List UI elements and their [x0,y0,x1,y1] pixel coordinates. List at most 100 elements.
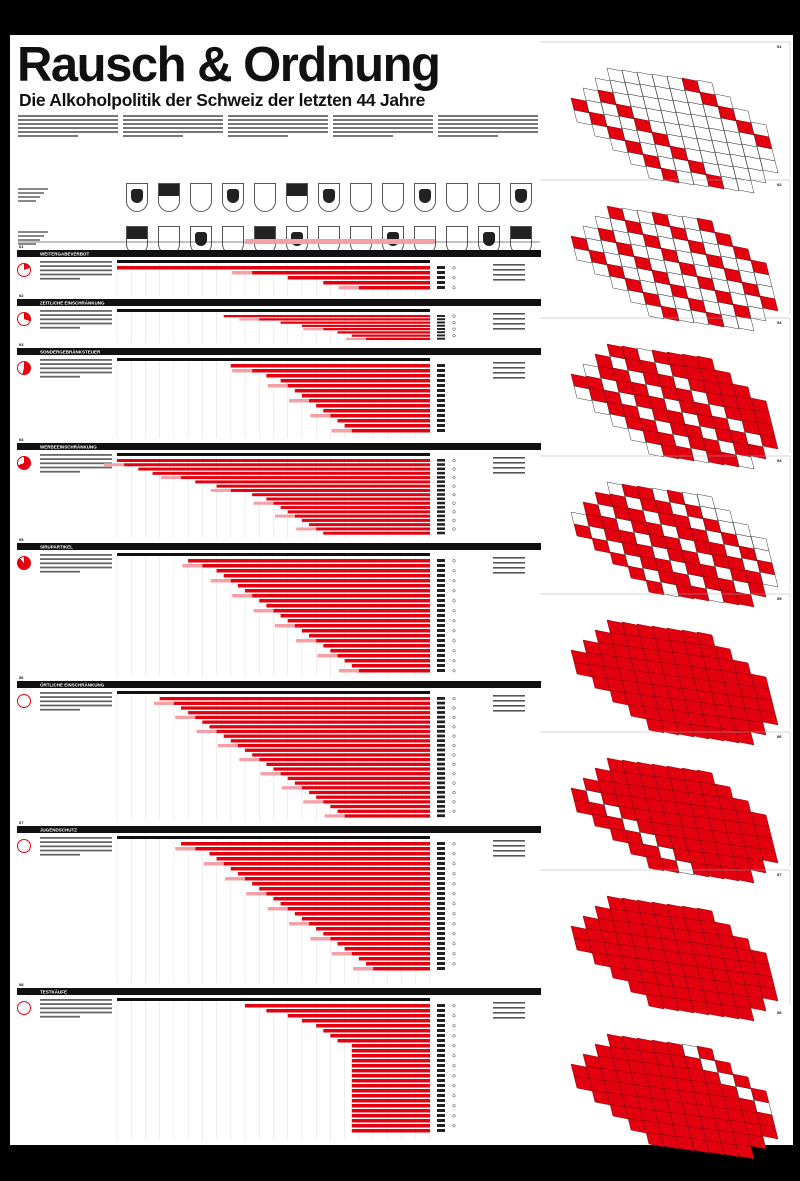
canton-crest-icon [318,183,340,212]
canton-bar [330,804,430,809]
specification-symbol [452,772,456,776]
specification-symbol [452,952,456,956]
description-line [40,562,112,565]
canton-bar [323,328,430,331]
section-header-bar [17,543,541,550]
crest-legend-line [18,200,36,202]
map-cell [747,581,767,598]
text-line [438,135,498,137]
canton-code-mark [437,609,445,612]
canton-code-mark [437,907,445,910]
canton-bar [294,514,430,518]
canton-bar [188,559,430,563]
canton-bar [358,957,430,961]
map-cell [645,303,665,320]
canton-crest-icon [126,183,148,212]
spec-note-line [493,269,525,271]
canton-code-mark [437,659,445,662]
canton-bar [252,594,430,598]
canton-bar [202,720,430,724]
canton-code-mark [437,1124,445,1127]
canton-bar [266,892,430,896]
description-line [40,462,112,465]
canton-code-mark [437,1024,445,1027]
specification-symbol [452,790,456,795]
bar-pre-period [196,729,217,734]
canton-code-mark [437,711,445,714]
map-frame [540,455,791,591]
canton-bar [351,1054,430,1058]
bar-pre-period [175,847,196,851]
canton-code-mark [437,1109,445,1112]
canton-code-mark [437,857,445,860]
section-number: 04 [19,437,24,442]
canton-code-mark [437,937,445,940]
law-section-05: 05 SIRUPARTIKEL [17,537,541,676]
canton-code-mark [437,476,445,479]
canton-code-mark [437,429,445,432]
canton-bar [337,331,430,334]
map-cell [591,1089,611,1106]
canton-bar [259,758,430,762]
canton-bar [237,584,430,588]
map-cell [720,1003,740,1020]
canton-code-mark [437,569,445,572]
specification-symbol [452,800,456,804]
canton-crest-icon [254,183,276,212]
canton-code-mark [437,697,445,700]
specification-symbol [452,1054,456,1058]
canton-code-mark [437,912,445,915]
description-line [40,371,112,374]
map-cell [573,799,593,816]
canton-code-mark [437,715,445,719]
year-axis-bar [117,309,430,312]
canton-bar [216,857,430,861]
canton-bar [252,369,430,373]
law-section-03: 03 SONDERGEBRÄNKSTEUER [17,342,541,438]
canton-bar [323,644,430,648]
spec-note-line [493,845,525,847]
section-header-bar [17,826,541,833]
canton-code-mark [437,804,445,808]
canton-crest-icon [222,183,244,212]
canton-code-mark [437,369,445,372]
canton-bar [330,1034,430,1038]
map-cell [675,307,695,324]
map-frame [540,179,791,315]
description-line [40,273,112,276]
canton-crest-icon [510,226,532,255]
canton-bar [273,897,430,901]
map-cell [591,399,611,416]
spec-note-line [493,1012,525,1014]
canton-bar [266,497,430,501]
map-cell [573,247,593,264]
specification-symbol [452,1034,456,1038]
description-line [40,310,112,312]
specification-symbol [452,266,456,270]
specification-symbol [452,1104,456,1108]
share-pie-slice [17,556,31,570]
law-section-06: 06 ÖRTLICHE EINSCHRÄNKUNG [17,675,541,821]
map-cell [660,581,680,598]
map-05: 05 [540,593,791,746]
canton-code-mark [437,321,445,324]
bar-pre-period [331,429,352,433]
canton-bar [209,852,430,856]
canton-code-mark [437,579,445,582]
bar-pre-period [239,758,260,762]
map-cell [675,997,695,1014]
specification-symbol [452,334,456,338]
map-cell [627,841,647,858]
map-cell [573,385,593,402]
text-line [438,123,538,125]
spec-note-line [493,572,525,574]
canton-code-mark [437,614,445,617]
specification-symbol [452,892,456,896]
canton-bar [351,334,430,337]
map-cell [660,857,680,874]
map-cell [705,725,725,742]
specification-symbol [452,484,456,488]
map-08: 08 [570,1010,782,1160]
